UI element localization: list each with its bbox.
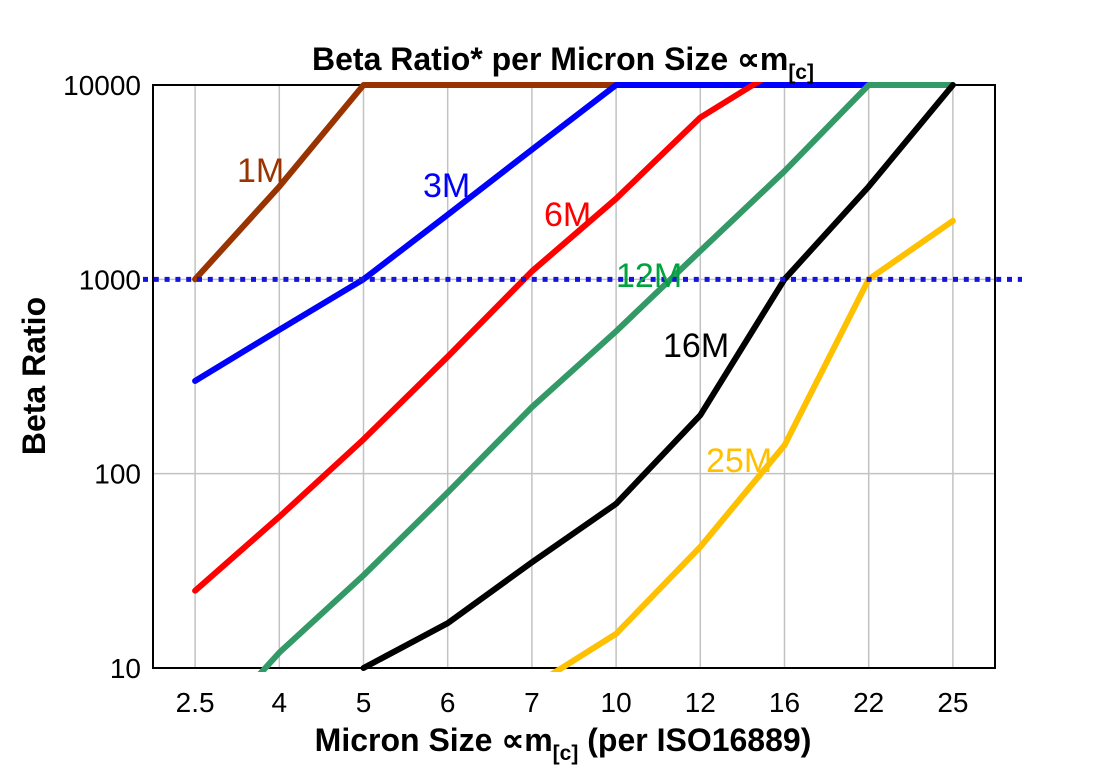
series-label-6M: 6M — [544, 196, 591, 234]
chart-title: Beta Ratio* per Micron Size ∝m[c] — [312, 41, 814, 84]
x-tick-2.5: 2.5 — [176, 687, 215, 718]
y-tick-10: 10 — [110, 653, 141, 684]
y-tick-100: 100 — [94, 459, 141, 490]
series-label-16M: 16M — [663, 327, 729, 365]
y-axis-title: Beta Ratio — [16, 297, 52, 455]
series-line-12M — [257, 82, 956, 672]
x-tick-7: 7 — [524, 687, 540, 718]
x-tick-16: 16 — [769, 687, 800, 718]
x-tick-10: 10 — [601, 687, 632, 718]
series-label-25M: 25M — [706, 442, 772, 480]
x-axis-title: Micron Size ∝m[c] (per ISO16889) — [315, 722, 812, 765]
x-tick-22: 22 — [853, 687, 884, 718]
series-line-1M — [192, 82, 620, 283]
x-tick-5: 5 — [356, 687, 372, 718]
series-line-25M — [549, 217, 956, 672]
series-label-12M: 12M — [616, 257, 682, 295]
series-lines — [192, 82, 956, 672]
series-line-16M — [360, 82, 956, 671]
x-tick-4: 4 — [272, 687, 288, 718]
series-label-1M: 1M — [237, 152, 284, 190]
series-label-3M: 3M — [423, 167, 470, 205]
x-tick-12: 12 — [685, 687, 716, 718]
series-line-6M — [192, 82, 764, 594]
x-tick-25: 25 — [937, 687, 968, 718]
x-tick-6: 6 — [440, 687, 456, 718]
y-tick-10000: 10000 — [63, 70, 141, 101]
y-tick-1000: 1000 — [79, 264, 141, 295]
